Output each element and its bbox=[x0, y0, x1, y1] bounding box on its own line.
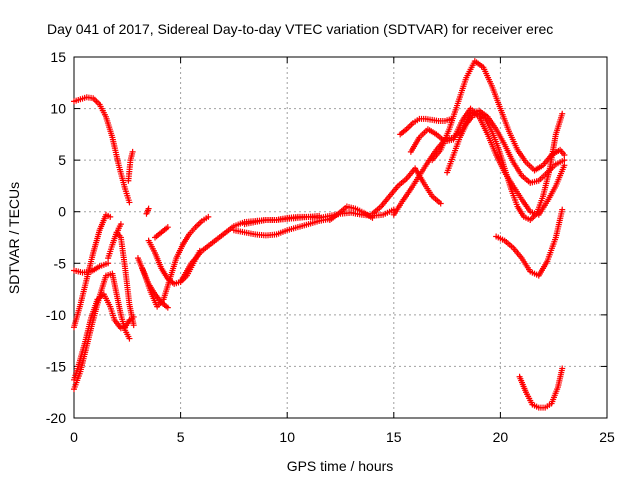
data-point bbox=[107, 213, 114, 220]
x-tick-label: 5 bbox=[177, 429, 185, 445]
y-tick-label: 5 bbox=[58, 152, 66, 168]
y-tick-label: 15 bbox=[50, 49, 66, 65]
data-point bbox=[105, 260, 112, 267]
data-point bbox=[559, 206, 566, 213]
data-point bbox=[126, 335, 133, 342]
data-point bbox=[126, 199, 133, 206]
y-tick-label: -10 bbox=[46, 307, 66, 323]
data-point bbox=[561, 162, 568, 169]
data-point bbox=[164, 224, 171, 231]
x-tick-label: 25 bbox=[599, 429, 615, 445]
data-point bbox=[129, 148, 136, 155]
x-tick-label: 15 bbox=[386, 429, 402, 445]
plot-border bbox=[73, 56, 608, 419]
data-point bbox=[130, 313, 137, 320]
x-axis-label: GPS time / hours bbox=[287, 458, 394, 474]
x-tick-label: 20 bbox=[493, 429, 509, 445]
x-tick-label: 10 bbox=[279, 429, 295, 445]
y-tick-label: -15 bbox=[46, 358, 66, 374]
data-point bbox=[205, 213, 212, 220]
plot-frame bbox=[73, 56, 608, 419]
data-point bbox=[559, 365, 566, 372]
data-point bbox=[316, 212, 323, 219]
y-tick-label: -20 bbox=[46, 410, 66, 426]
x-tick-label: 0 bbox=[70, 429, 78, 445]
y-tick-label: 10 bbox=[50, 101, 66, 117]
y-tick-label: -5 bbox=[54, 255, 67, 271]
data-point bbox=[437, 200, 444, 207]
data-point bbox=[561, 157, 568, 164]
data-point bbox=[117, 221, 124, 228]
data-point bbox=[164, 304, 171, 311]
axis-ticks: 0 5 10 15 20 25 15 10 5 0 -5 -10 -15 -20 bbox=[46, 49, 615, 445]
chart-title: Day 041 of 2017, Sidereal Day-to-day VTE… bbox=[47, 21, 553, 37]
data-points bbox=[71, 58, 568, 411]
y-tick-label: 0 bbox=[58, 204, 66, 220]
data-point bbox=[559, 110, 566, 117]
data-point bbox=[130, 322, 137, 329]
data-point bbox=[561, 151, 568, 158]
data-point bbox=[145, 205, 152, 212]
y-axis-label: SDTVAR / TECUs bbox=[6, 182, 22, 294]
